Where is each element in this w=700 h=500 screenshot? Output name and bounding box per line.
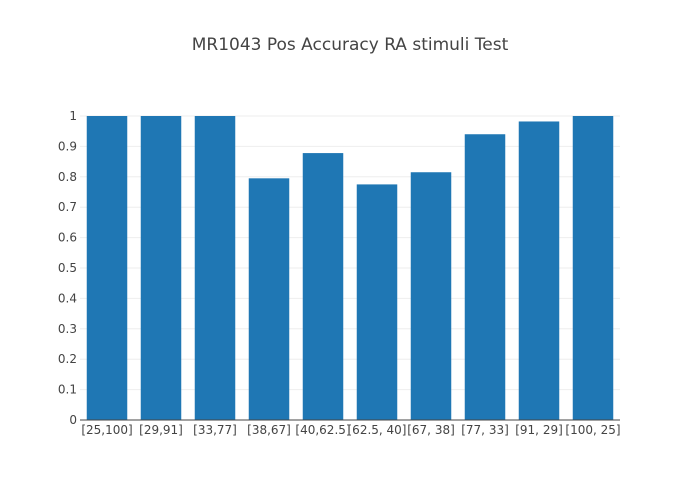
x-tick-label: [40,62.5] <box>295 423 350 437</box>
y-tick-label: 0.8 <box>58 170 77 184</box>
bar[interactable] <box>248 178 290 420</box>
chart-title: MR1043 Pos Accuracy RA stimuli Test <box>192 35 509 55</box>
bar[interactable] <box>194 116 236 420</box>
bars <box>86 116 614 421</box>
x-tick-label: [62.5, 40] <box>348 423 407 437</box>
y-axis-ticks: 0 0.1 0.2 0.3 0.4 0.5 0.6 0.7 0.8 0.9 1 <box>58 109 77 427</box>
x-axis-ticks: [25,100] [29,91] [33,77] [38,67] [40,62.5][6… <box>81 423 620 437</box>
y-tick-label: 0.2 <box>58 352 77 366</box>
bar[interactable] <box>86 116 128 420</box>
y-tick-label: 0.3 <box>58 322 77 336</box>
x-tick-label: [29,91] <box>139 423 183 437</box>
bar[interactable] <box>518 121 560 421</box>
x-tick-label: [25,100] <box>81 423 132 437</box>
bar[interactable] <box>410 172 452 420</box>
bar[interactable] <box>464 134 506 421</box>
x-tick-label: [38,67] <box>247 423 291 437</box>
x-tick-label: [91, 29] <box>515 423 563 437</box>
y-tick-label: 0.7 <box>58 200 77 214</box>
bar[interactable] <box>140 116 182 420</box>
y-tick-label: 0.4 <box>58 291 77 305</box>
bar[interactable] <box>302 153 344 420</box>
bar[interactable] <box>572 116 614 420</box>
x-tick-label: [77, 33] <box>461 423 509 437</box>
y-tick-label: 0.5 <box>58 261 77 275</box>
bar[interactable] <box>356 184 398 420</box>
y-tick-label: 0 <box>69 413 77 427</box>
y-tick-label: 1 <box>69 109 77 123</box>
x-tick-label: [100, 25] <box>565 423 620 437</box>
y-tick-label: 0.9 <box>58 139 77 153</box>
y-tick-label: 0.6 <box>58 231 77 245</box>
x-tick-label: [67, 38] <box>407 423 455 437</box>
y-tick-label: 0.1 <box>58 383 77 397</box>
x-tick-label: [33,77] <box>193 423 237 437</box>
